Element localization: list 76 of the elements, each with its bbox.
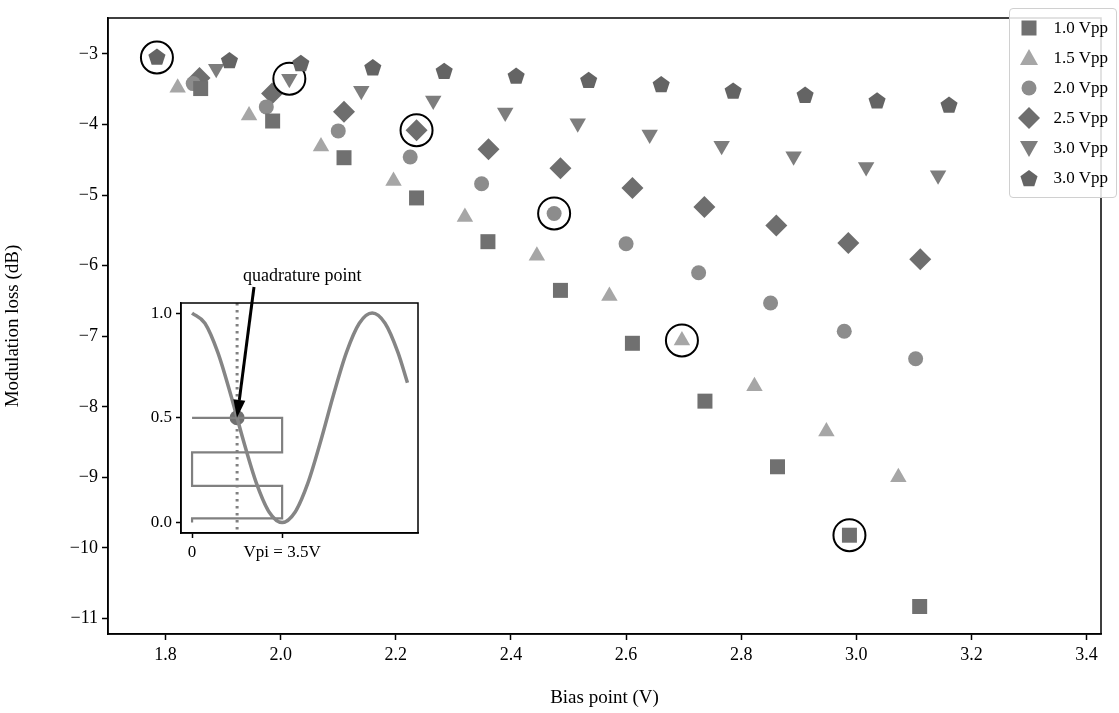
legend-label: 3.0 Vpp [1053,168,1108,188]
point [292,54,310,72]
point [265,113,281,129]
point [909,248,932,271]
point [364,59,382,76]
y-tick-label: 1.0 [150,302,172,322]
point [402,149,418,165]
point [652,76,670,93]
point [765,214,788,237]
point [836,323,852,339]
point [763,295,779,311]
point [435,62,453,79]
point [220,52,239,69]
point [552,282,568,298]
point [724,82,742,99]
point [912,598,928,614]
x-tick-label: 3.2 [960,643,983,664]
point [336,150,352,166]
point [769,459,785,475]
point [139,40,174,75]
x-tick-label: 2.8 [729,643,753,664]
y-tick-label: −6 [78,254,98,275]
y-tick-label: 0.5 [150,407,172,427]
legend-label: 1.5 Vpp [1053,48,1108,68]
point [580,71,598,89]
point [693,196,716,219]
point [621,177,644,200]
legend-label: 1.0 Vpp [1053,18,1108,38]
point [837,232,860,255]
y-tick-label: 0.0 [150,512,172,531]
point [868,92,886,109]
x-tick-label: 2.2 [384,643,408,664]
point [480,234,496,250]
point [330,123,346,139]
point [333,100,356,123]
point [908,351,924,367]
x-tick-label: 2.4 [499,643,523,664]
y-tick-label: −4 [78,113,98,134]
legend-label: 3.0 Vpp [1053,138,1108,158]
point [537,196,572,231]
y-tick-label: −5 [78,183,98,204]
point [796,86,814,103]
point [258,99,274,115]
point [272,61,307,96]
legend-label: 2.0 Vpp [1053,78,1108,98]
x-tick-label: Vpi = 3.5V [243,541,322,561]
y-tick-label: −10 [69,536,98,557]
y-tick-label: −3 [78,42,98,63]
point [691,265,707,281]
point [832,518,867,553]
point [477,138,500,161]
point [193,81,209,97]
y-axis-title: Modulation loss (dB) [1,244,24,408]
point [399,113,434,148]
y-tick-label: −8 [78,395,98,416]
point [940,96,958,113]
x-tick-label: 0 [187,541,197,561]
y-tick-label: −7 [78,324,98,345]
x-tick-label: 1.8 [154,643,177,664]
point [664,323,699,358]
annotation: quadrature point [243,265,362,285]
legend-label: 2.5 Vpp [1053,108,1108,128]
point [474,176,490,192]
point [624,335,640,351]
point [697,393,713,409]
x-tick-label: 2.6 [614,643,638,664]
x-axis-title: Bias point (V) [550,685,659,708]
point [549,157,572,180]
y-tick-label: −9 [78,466,98,487]
point [507,67,525,84]
point [618,236,634,252]
point [409,190,425,206]
y-tick-label: −11 [70,607,98,628]
x-tick-label: 2.0 [269,643,292,664]
x-tick-label: 3.0 [845,643,868,664]
x-tick-label: 3.4 [1075,643,1098,664]
